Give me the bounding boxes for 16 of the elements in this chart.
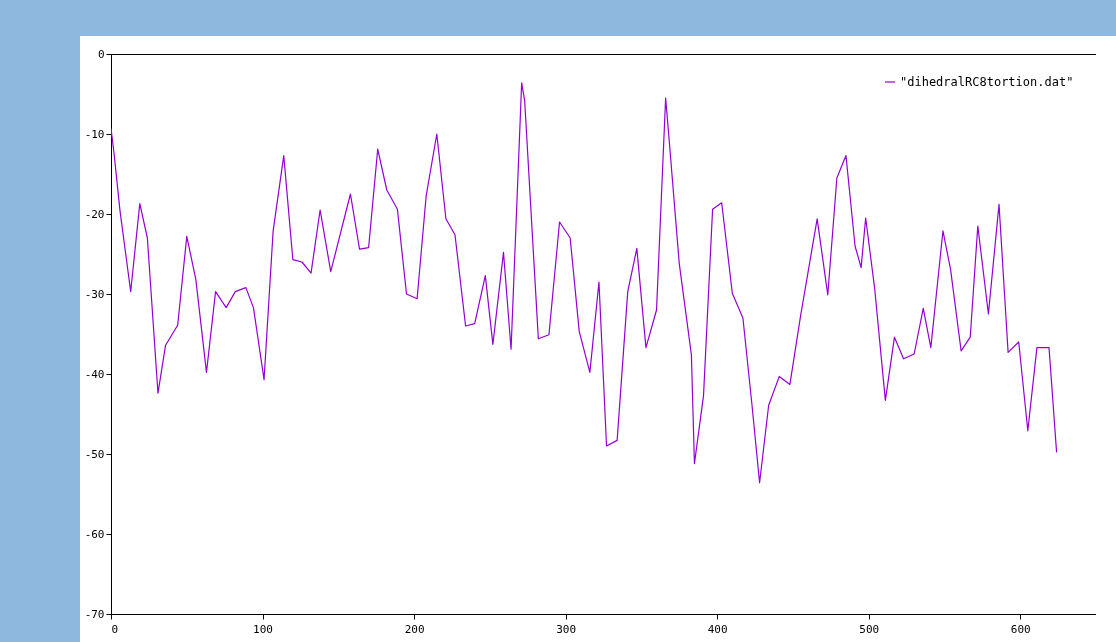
y-tick-label: -70 xyxy=(84,607,105,621)
x-tick-label: 200 xyxy=(404,622,425,636)
y-tick-label: -40 xyxy=(84,367,105,381)
x-tick-label: 0 xyxy=(111,622,119,636)
x-tick-label: 500 xyxy=(859,622,880,636)
x-tick-label: 400 xyxy=(707,622,728,636)
y-tick-label: 0 xyxy=(97,47,105,61)
y-tick-label: -20 xyxy=(84,207,105,221)
x-tick-label: 600 xyxy=(1010,622,1031,636)
x-tick-label: 100 xyxy=(253,622,273,636)
y-tick-label: -10 xyxy=(84,127,105,141)
y-tick-label: -60 xyxy=(84,527,105,541)
y-tick-label: -50 xyxy=(84,447,105,461)
y-tick-label: -30 xyxy=(84,287,105,301)
x-tick-label: 300 xyxy=(556,622,577,636)
legend-label: "dihedralRC8tortion.dat" xyxy=(900,75,1074,89)
